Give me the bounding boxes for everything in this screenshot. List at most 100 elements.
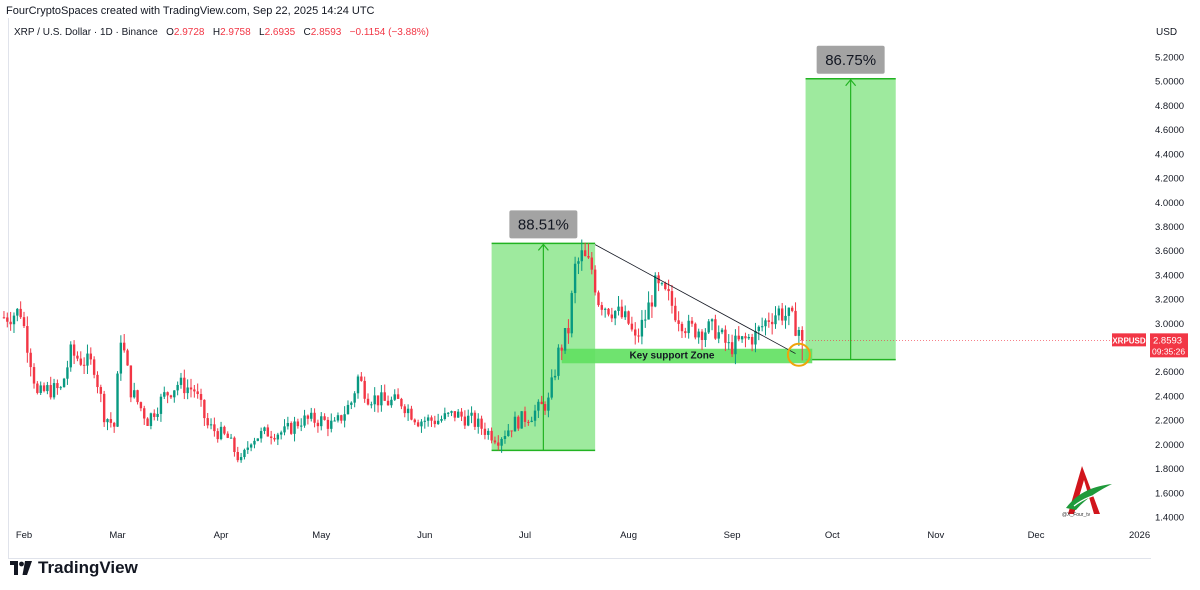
candle-body (149, 413, 153, 426)
symbol-legend: XRP / U.S. Dollar · 1D · Binance O2.9728… (14, 27, 429, 38)
candle-body (426, 417, 430, 421)
candle-body (46, 385, 49, 392)
candle-body (467, 415, 470, 426)
watermark-logo-icon (1066, 466, 1112, 514)
candle-body (363, 380, 366, 399)
price-tick-label: 5.2000 (1155, 53, 1184, 64)
candle-body (480, 418, 483, 429)
candle-body (473, 412, 477, 427)
candle-body (593, 269, 597, 293)
candle-body (203, 399, 206, 419)
candle-body (420, 421, 423, 427)
candle-body (610, 314, 614, 319)
high-label: H (212, 27, 221, 38)
candle-body (430, 417, 433, 421)
candle-body (296, 421, 300, 427)
candle-body (624, 311, 627, 318)
candle-body (286, 422, 290, 427)
price-tick-label: 3.0000 (1155, 319, 1184, 330)
candle-body (12, 315, 16, 325)
candle-body (376, 395, 380, 406)
candle-body (353, 393, 356, 403)
candle-body (56, 383, 59, 389)
candle-body (613, 310, 617, 319)
candle-body (303, 415, 306, 426)
candle-body (567, 328, 570, 334)
candle-body (333, 420, 336, 422)
candle-body (336, 415, 340, 421)
last-price-label: 2.8593 (1153, 335, 1182, 346)
tradingview-logo[interactable]: TradingView (10, 558, 138, 578)
candle-body (433, 420, 437, 425)
candle-body (640, 319, 644, 337)
price-tick-label: 1.6000 (1155, 488, 1184, 499)
candle-body (169, 395, 173, 398)
candle-body (797, 330, 801, 336)
candle-body (133, 390, 136, 398)
candle-body (92, 359, 96, 375)
candle-body (16, 308, 19, 316)
candle-body (603, 308, 607, 310)
candle-body (249, 444, 253, 448)
range-arrow-head (537, 243, 549, 251)
candle-body (513, 416, 517, 432)
watermark-text: @X_Four_tv (1062, 512, 1091, 518)
candle-body (527, 421, 530, 423)
candle-body (553, 375, 557, 378)
candle-body (477, 418, 480, 427)
candle-body (710, 319, 714, 322)
candle-body (116, 373, 119, 427)
candle-body (320, 416, 323, 427)
candle-body (784, 315, 787, 321)
candle-body (283, 426, 286, 433)
price-tick-label: 1.8000 (1155, 464, 1184, 475)
candle-body (263, 427, 266, 432)
symbol-name[interactable]: XRP / U.S. Dollar · 1D · Binance (14, 27, 158, 38)
candle-body (403, 406, 406, 414)
candle-body (19, 308, 22, 318)
candle-body (630, 323, 634, 330)
candle-body (690, 320, 694, 324)
candle-body (29, 352, 32, 368)
price-tick-label: 2.0000 (1155, 440, 1184, 451)
candle-body (754, 331, 757, 345)
candle-body (89, 353, 92, 360)
candle-body (757, 326, 760, 332)
candle-body (764, 320, 767, 327)
tradingview-logo-icon (10, 561, 32, 575)
candle-body (457, 411, 460, 418)
candle-body (112, 422, 116, 427)
high-value: 2.9758 (220, 27, 251, 38)
time-tick-label: Oct (825, 530, 840, 541)
time-tick-label: May (312, 530, 330, 541)
candle-body (52, 383, 56, 398)
candle-body (343, 414, 346, 421)
countdown-label: 09:35:26 (1152, 346, 1185, 356)
candle-body (416, 422, 420, 427)
candle-body (326, 419, 330, 429)
candle-body (290, 422, 293, 434)
candle-body (410, 408, 413, 420)
candle-body (774, 315, 777, 325)
candle-body (794, 310, 797, 336)
candle-body (126, 350, 129, 366)
candle-body (239, 457, 243, 461)
candle-body (259, 431, 263, 439)
candle-body (704, 332, 707, 341)
candle-body (487, 430, 490, 435)
candle-body (306, 415, 310, 419)
candle-body (483, 428, 487, 435)
candle-body (366, 398, 370, 405)
candle-body (373, 395, 376, 405)
candle-body (780, 308, 784, 321)
price-tick-label: 4.6000 (1155, 125, 1184, 136)
candle-body (39, 385, 42, 393)
candle-body (166, 392, 169, 396)
candle-body (670, 291, 674, 306)
candle-body (86, 353, 89, 366)
candle-body (717, 332, 720, 339)
candle-body (700, 331, 704, 341)
tradingview-logo-text: TradingView (38, 558, 138, 577)
candle-body (443, 413, 447, 420)
